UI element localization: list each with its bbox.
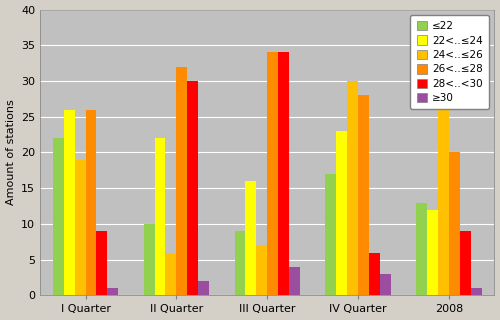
Bar: [427, 210, 438, 295]
Bar: [74, 160, 86, 295]
Bar: [96, 231, 108, 295]
Y-axis label: Amount of stations: Amount of stations: [6, 100, 16, 205]
Bar: [246, 181, 256, 295]
Bar: [234, 231, 246, 295]
Bar: [144, 224, 154, 295]
Bar: [166, 252, 176, 295]
Bar: [198, 281, 209, 295]
Bar: [471, 288, 482, 295]
Bar: [108, 288, 118, 295]
Legend: ≤22, 22<..≤24, 24<..≤26, 26<..≤28, 28<..<30, ≥30: ≤22, 22<..≤24, 24<..≤26, 26<..≤28, 28<..…: [410, 15, 489, 109]
Bar: [278, 52, 289, 295]
Bar: [449, 153, 460, 295]
Bar: [268, 52, 278, 295]
Bar: [188, 81, 198, 295]
Bar: [256, 245, 268, 295]
Bar: [53, 138, 64, 295]
Bar: [380, 274, 391, 295]
Bar: [289, 267, 300, 295]
Bar: [358, 95, 369, 295]
Bar: [86, 110, 96, 295]
Bar: [416, 203, 427, 295]
Bar: [176, 67, 188, 295]
Bar: [438, 31, 449, 295]
Bar: [154, 138, 166, 295]
Bar: [347, 81, 358, 295]
Bar: [64, 110, 74, 295]
Bar: [326, 174, 336, 295]
Bar: [336, 131, 347, 295]
Bar: [460, 231, 471, 295]
Bar: [369, 252, 380, 295]
